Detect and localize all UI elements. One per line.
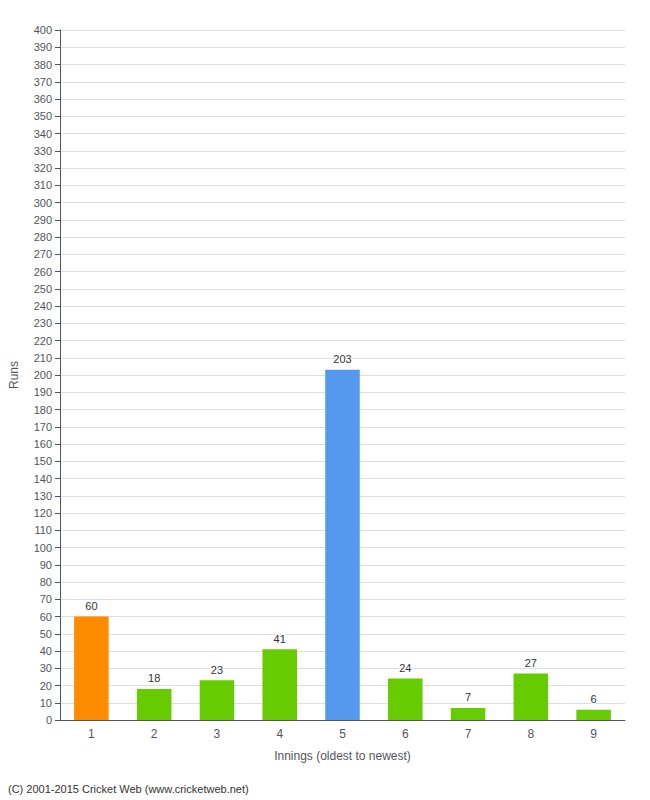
svg-text:4: 4	[276, 727, 283, 741]
svg-text:2: 2	[151, 727, 158, 741]
svg-text:300: 300	[34, 197, 52, 209]
svg-text:3: 3	[214, 727, 221, 741]
svg-text:220: 220	[34, 335, 52, 347]
svg-text:320: 320	[34, 162, 52, 174]
svg-text:8: 8	[527, 727, 534, 741]
svg-text:110: 110	[34, 524, 52, 536]
svg-text:120: 120	[34, 507, 52, 519]
svg-text:210: 210	[34, 352, 52, 364]
svg-text:330: 330	[34, 145, 52, 157]
svg-text:20: 20	[40, 680, 52, 692]
svg-text:100: 100	[34, 542, 52, 554]
svg-text:340: 340	[34, 128, 52, 140]
svg-text:140: 140	[34, 473, 52, 485]
svg-text:1: 1	[88, 727, 95, 741]
svg-text:27: 27	[525, 657, 537, 669]
svg-text:9: 9	[590, 727, 597, 741]
svg-text:40: 40	[40, 645, 52, 657]
svg-text:230: 230	[34, 317, 52, 329]
svg-text:50: 50	[40, 628, 52, 640]
svg-text:150: 150	[34, 455, 52, 467]
svg-text:170: 170	[34, 421, 52, 433]
svg-text:130: 130	[34, 490, 52, 502]
svg-text:370: 370	[34, 76, 52, 88]
svg-text:390: 390	[34, 41, 52, 53]
svg-text:70: 70	[40, 593, 52, 605]
svg-text:7: 7	[465, 727, 472, 741]
svg-text:400: 400	[34, 24, 52, 36]
svg-text:7: 7	[465, 691, 471, 703]
svg-text:260: 260	[34, 266, 52, 278]
svg-text:270: 270	[34, 248, 52, 260]
svg-text:41: 41	[274, 633, 286, 645]
svg-text:23: 23	[211, 664, 223, 676]
svg-text:6: 6	[591, 693, 597, 705]
svg-text:30: 30	[40, 662, 52, 674]
svg-text:Runs: Runs	[7, 361, 21, 389]
svg-text:60: 60	[85, 600, 97, 612]
svg-text:280: 280	[34, 231, 52, 243]
svg-text:80: 80	[40, 576, 52, 588]
svg-text:350: 350	[34, 110, 52, 122]
svg-text:60: 60	[40, 611, 52, 623]
svg-text:290: 290	[34, 214, 52, 226]
svg-text:90: 90	[40, 559, 52, 571]
svg-text:310: 310	[34, 179, 52, 191]
svg-text:5: 5	[339, 727, 346, 741]
svg-text:Innings (oldest to newest): Innings (oldest to newest)	[274, 749, 411, 763]
svg-text:6: 6	[402, 727, 409, 741]
svg-text:190: 190	[34, 386, 52, 398]
svg-text:0: 0	[46, 714, 52, 726]
svg-text:(C) 2001-2015 Cricket Web (www: (C) 2001-2015 Cricket Web (www.cricketwe…	[8, 783, 249, 795]
svg-text:10: 10	[40, 697, 52, 709]
svg-text:200: 200	[34, 369, 52, 381]
svg-text:380: 380	[34, 59, 52, 71]
svg-text:160: 160	[34, 438, 52, 450]
svg-text:360: 360	[34, 93, 52, 105]
svg-text:180: 180	[34, 404, 52, 416]
svg-text:250: 250	[34, 283, 52, 295]
svg-text:203: 203	[333, 353, 351, 365]
svg-text:24: 24	[399, 662, 411, 674]
svg-text:240: 240	[34, 300, 52, 312]
svg-text:18: 18	[148, 672, 160, 684]
